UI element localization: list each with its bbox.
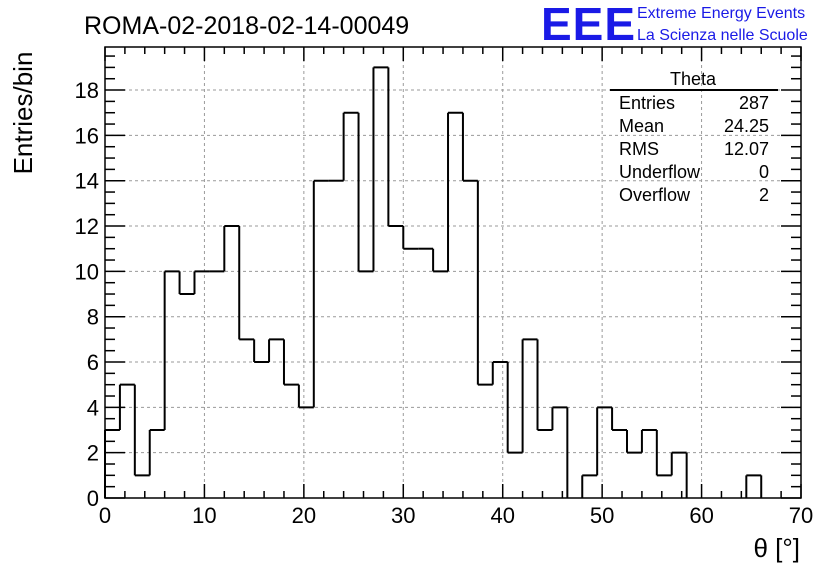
histogram-bin [282,339,299,386]
histogram-bars [104,66,763,498]
x-tick-label: 60 [689,503,713,528]
y-tick-label: 4 [87,395,99,420]
histogram-bin [253,339,270,364]
histogram-bin [626,430,642,454]
histogram-bin [312,179,329,408]
histogram-bin [193,270,210,295]
y-tick-label: 12 [75,214,99,239]
stats-title: Theta [670,69,717,89]
y-tick-label: 8 [87,305,99,330]
histogram-bin [536,339,553,432]
y-tick-label: 2 [87,441,99,466]
y-tick-label: 10 [75,259,99,284]
stats-value: 287 [739,93,769,113]
x-tick-label: 0 [99,503,111,528]
histogram-bin [357,112,374,273]
x-tick-label: 10 [192,503,216,528]
stats-rows: Entries 287 Mean 24.25 RMS 12.07 Underflow 0 Ove… [619,93,769,205]
stats-label: Underflow [619,162,701,182]
histogram-bin [148,429,165,476]
x-tick-label: 70 [789,503,813,528]
histogram-bin [223,225,240,272]
eee-logo-text: EEE [541,0,636,50]
histogram-bin [581,474,598,498]
histogram-bin [238,226,255,341]
y-tick-label: 0 [87,486,99,511]
histogram-bin [133,384,150,477]
histogram-bin [268,338,284,363]
histogram-bin [372,66,389,272]
stats-value: 12.07 [724,139,769,159]
y-tick-label: 14 [75,169,99,194]
x-axis-label: θ [°] [753,533,800,563]
histogram-bin [745,474,762,498]
stats-box: Theta Entries 287 Mean 24.25 RMS 12.07 Underfl… [610,69,778,205]
histogram-bin [611,407,627,432]
stats-label: Overflow [619,185,691,205]
x-tick-label: 50 [590,503,614,528]
histogram-bin [670,451,687,476]
histogram-bin [387,67,404,228]
histogram-bin [491,361,508,385]
histogram-bin [551,406,568,431]
eee-logo: EEE Extreme Energy Events La Scienza nel… [541,0,808,50]
histogram-bin [163,270,180,431]
histogram-bin [506,362,523,454]
stats-label: Entries [619,93,675,113]
y-tick-label: 18 [75,78,99,103]
brand-line-2: La Scienza nelle Scuole [637,27,808,44]
x-tick-label: 30 [391,503,415,528]
y-tick-label: 16 [75,123,99,148]
stats-label: RMS [619,139,659,159]
stats-value: 2 [759,185,769,205]
stats-label: Mean [619,116,664,136]
chart-title: ROMA-02-2018-02-14-00049 [84,12,409,40]
x-tick-label: 20 [292,503,316,528]
histogram-bin [640,429,657,453]
x-tick-label: 40 [490,503,514,528]
histogram-bin [476,180,493,386]
brand-line-1: Extreme Energy Events [637,5,805,22]
stats-value: 24.25 [724,116,769,136]
histogram-bin [297,384,314,409]
grid [105,47,801,498]
histogram-bin [178,271,195,296]
plot-frame [104,46,802,499]
stats-value: 0 [759,162,769,182]
y-tick-label: 6 [87,350,99,375]
histogram-bin [447,111,463,272]
histogram-bin [461,112,478,182]
histogram-bin [342,111,359,181]
histogram-bin [432,248,449,273]
y-axis-label: Entries/bin [8,52,38,175]
histogram-bin [655,430,672,477]
histogram-bin [596,406,613,476]
histogram-bin [521,338,538,453]
histogram-bin [402,226,419,250]
